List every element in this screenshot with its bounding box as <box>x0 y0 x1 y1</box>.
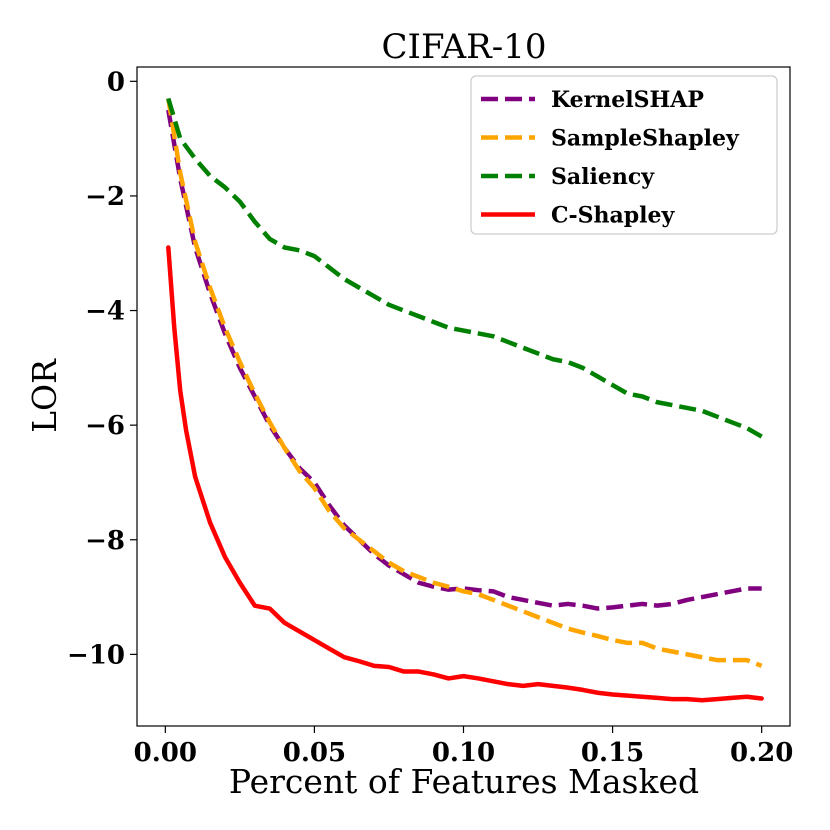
y-tick-label: −2 <box>85 182 125 212</box>
legend-label-saliency: Saliency <box>551 164 655 190</box>
x-axis: 0.00 0.05 0.10 0.15 0.20 <box>134 726 793 768</box>
y-tick-label: −10 <box>67 640 125 670</box>
x-tick-label: 0.15 <box>581 738 644 768</box>
x-tick-label: 0.05 <box>283 738 346 768</box>
legend: KernelSHAP SampleShapley Saliency C-Shapley <box>470 75 778 235</box>
y-tick-label: −4 <box>85 297 125 327</box>
chart-title: CIFAR-10 <box>382 27 547 67</box>
legend-label-kernelshap: KernelSHAP <box>551 87 704 113</box>
y-axis: 0 −2 −4 −6 −8 −10 <box>67 67 137 670</box>
x-axis-label: Percent of Features Masked <box>229 762 699 801</box>
series-line-sampleshapley <box>166 98 763 668</box>
legend-box <box>470 75 778 235</box>
y-tick-label: −6 <box>85 411 125 441</box>
x-tick-label: 0.20 <box>730 738 793 768</box>
x-tick-label: 0.00 <box>134 738 197 768</box>
legend-label-sampleshapley: SampleShapley <box>551 126 740 152</box>
y-axis-label: LOR <box>25 358 64 433</box>
y-tick-label: −8 <box>85 526 125 556</box>
series-line-kernelshap <box>166 109 762 611</box>
series-line-c-shapley <box>166 245 764 703</box>
y-tick-label: 0 <box>107 67 125 97</box>
series-layer <box>166 97 764 703</box>
x-tick-label: 0.10 <box>432 738 495 768</box>
legend-label-c-shapley: C-Shapley <box>551 203 676 229</box>
series-line-saliency <box>166 97 763 439</box>
